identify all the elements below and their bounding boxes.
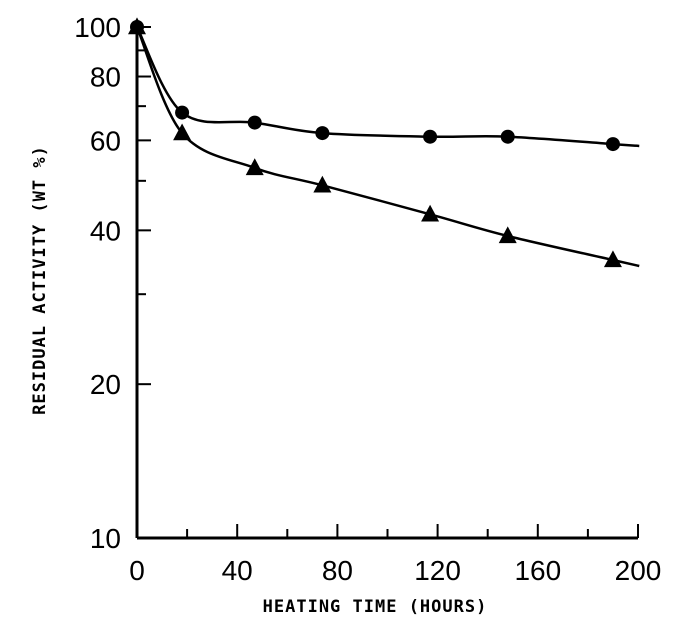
x-tick-label: 40: [222, 555, 253, 586]
circle-marker: [500, 129, 515, 144]
circle-marker: [605, 137, 620, 152]
triangle-marker: [421, 204, 440, 222]
x-tick-label: 80: [322, 555, 353, 586]
circle-marker: [247, 115, 262, 130]
triangle-marker: [313, 175, 332, 193]
circle-marker: [175, 105, 190, 120]
axes: [135, 27, 638, 540]
x-tick-label: 200: [615, 555, 662, 586]
fit-curves: [135, 26, 640, 268]
y-tick-label: 20: [90, 369, 121, 400]
tick-labels: 0 40 80 120 160 200 10 20 40 60 80 100: [74, 12, 661, 586]
y-tick-label: 100: [74, 12, 121, 43]
triangle-marker: [173, 123, 192, 141]
x-axis-title: HEATING TIME (HOURS): [263, 597, 488, 617]
y-axis-title: RESIDUAL ACTIVITY (WT %): [30, 145, 50, 415]
x-tick-label: 160: [514, 555, 561, 586]
y-tick-label: 40: [90, 215, 121, 246]
triangle-marker: [245, 158, 264, 176]
circle-marker: [315, 126, 330, 141]
y-tick-label: 60: [90, 125, 121, 156]
triangle-series-curve: [135, 26, 640, 268]
x-tick-label: 0: [129, 555, 145, 586]
ticks: [136, 26, 639, 539]
y-tick-label: 10: [90, 523, 121, 554]
x-tick-label: 120: [414, 555, 461, 586]
circle-series-curve: [135, 26, 640, 148]
y-tick-label: 80: [90, 62, 121, 93]
triangle-marker: [603, 250, 622, 268]
circle-marker: [423, 129, 438, 144]
triangle-marker: [498, 226, 517, 244]
triangle-marker: [128, 17, 146, 35]
data-markers: [128, 17, 622, 268]
